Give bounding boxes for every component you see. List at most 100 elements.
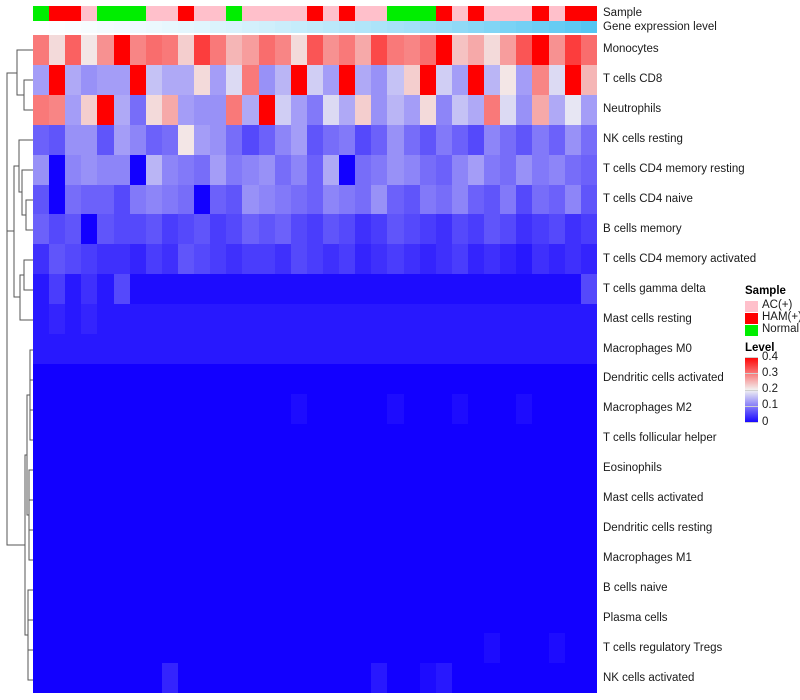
heatmap-cell xyxy=(242,633,259,664)
heatmap-cell xyxy=(467,573,485,604)
heatmap-cell xyxy=(290,124,307,155)
heatmap-cell xyxy=(113,663,130,693)
heatmap-row xyxy=(33,663,597,693)
heatmap-cell xyxy=(97,393,114,424)
heatmap-cell xyxy=(97,453,114,484)
heatmap-cell xyxy=(403,633,420,664)
heatmap-cell xyxy=(500,124,517,155)
heatmap-cell xyxy=(258,124,275,155)
heatmap-cell xyxy=(274,214,291,245)
heatmap-cell xyxy=(435,573,452,604)
heatmap-cell xyxy=(161,334,178,364)
heatmap-cell xyxy=(258,274,275,305)
heatmap-cell xyxy=(242,304,259,335)
heatmap-cell xyxy=(467,603,485,634)
heatmap-cell xyxy=(129,483,146,514)
heatmap-cell xyxy=(564,513,581,544)
heatmap-cell xyxy=(33,35,50,65)
heatmap-cell xyxy=(274,423,291,454)
heatmap-cell xyxy=(242,543,259,574)
heatmap-cell xyxy=(484,393,501,424)
heatmap-cell xyxy=(419,184,436,215)
heatmap-cell xyxy=(290,184,307,215)
heatmap-cell xyxy=(258,214,275,245)
heatmap-cell xyxy=(387,393,404,424)
heatmap-cell xyxy=(33,633,50,664)
heatmap-cell xyxy=(274,184,291,215)
level-color-ramp xyxy=(745,357,758,423)
heatmap-cell xyxy=(177,334,195,364)
heatmap-cell xyxy=(339,663,356,693)
heatmap-cell xyxy=(403,483,420,514)
heatmap-cell xyxy=(419,304,436,335)
heatmap-cell xyxy=(435,184,452,215)
heatmap-cell xyxy=(516,423,533,454)
heatmap-cell xyxy=(210,35,227,65)
heatmap-cell xyxy=(49,513,66,544)
heatmap-cell xyxy=(194,453,211,484)
heatmap-cell xyxy=(339,124,356,155)
heatmap-cell xyxy=(467,483,485,514)
heatmap-cell xyxy=(177,64,195,95)
heatmap-cell xyxy=(580,573,597,604)
heatmap-cell xyxy=(65,483,82,514)
heatmap-cell xyxy=(242,393,259,424)
heatmap-cell xyxy=(226,603,243,634)
heatmap-cell xyxy=(484,573,501,604)
heatmap-cell xyxy=(274,543,291,574)
heatmap-cell xyxy=(371,453,388,484)
heatmap-cell xyxy=(161,64,178,95)
heatmap-cell xyxy=(161,513,178,544)
heatmap-cell xyxy=(387,64,404,95)
heatmap-cell xyxy=(274,663,291,693)
heatmap-cell xyxy=(194,64,211,95)
heatmap-cell xyxy=(177,274,195,305)
heatmap-cell xyxy=(226,633,243,664)
heatmap-cell xyxy=(242,244,259,275)
heatmap-cell xyxy=(49,363,66,394)
heatmap-cell xyxy=(484,154,501,185)
gene-expression-annotation-cell xyxy=(435,21,452,33)
heatmap-cell xyxy=(177,543,195,574)
heatmap-cell xyxy=(419,124,436,155)
heatmap-cell xyxy=(177,663,195,693)
heatmap-cell xyxy=(484,274,501,305)
heatmap-cell xyxy=(177,603,195,634)
heatmap-cell xyxy=(258,513,275,544)
heatmap-cell xyxy=(177,214,195,245)
heatmap-cell xyxy=(339,94,356,125)
sample-annotation-cell xyxy=(242,6,259,21)
heatmap-cell xyxy=(322,94,340,125)
heatmap-cell xyxy=(226,214,243,245)
heatmap-cell xyxy=(532,274,549,305)
heatmap-cell xyxy=(564,35,581,65)
heatmap-cell xyxy=(81,603,98,634)
heatmap-cell xyxy=(113,363,130,394)
heatmap-cell xyxy=(290,633,307,664)
heatmap-cell xyxy=(548,513,565,544)
gene-expression-annotation-cell xyxy=(532,21,549,33)
sample-annotation-cell xyxy=(226,6,243,21)
heatmap-cell xyxy=(371,543,388,574)
heatmap-cell xyxy=(65,423,82,454)
heatmap-cell xyxy=(435,124,452,155)
heatmap-cell xyxy=(484,513,501,544)
heatmap-cell xyxy=(145,154,162,185)
heatmap-cell xyxy=(322,35,340,65)
row-label: Macrophages M2 xyxy=(603,402,692,415)
row-label: Eosinophils xyxy=(603,462,662,475)
heatmap-cell xyxy=(403,214,420,245)
heatmap-cell xyxy=(129,543,146,574)
sample-annotation-cell xyxy=(161,6,178,21)
heatmap-cell xyxy=(274,633,291,664)
heatmap-cell xyxy=(435,35,452,65)
heatmap-cell xyxy=(403,603,420,634)
heatmap-cell xyxy=(355,513,372,544)
heatmap-cell xyxy=(387,214,404,245)
heatmap-cell xyxy=(161,274,178,305)
heatmap-cell xyxy=(403,35,420,65)
heatmap-cell xyxy=(226,513,243,544)
heatmap-cell xyxy=(290,94,307,125)
heatmap-cell xyxy=(177,423,195,454)
heatmap-cell xyxy=(387,483,404,514)
